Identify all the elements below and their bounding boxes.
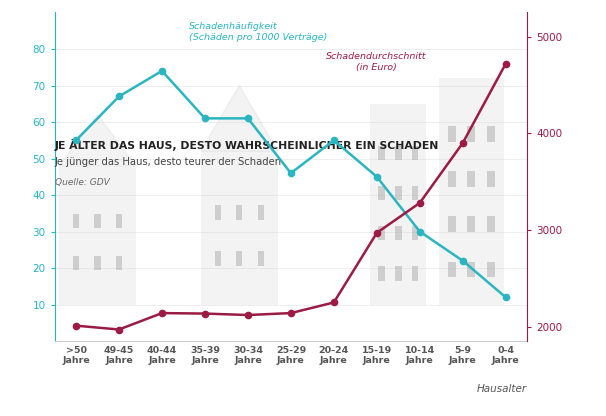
Bar xyxy=(411,186,418,200)
Bar xyxy=(378,266,385,280)
Polygon shape xyxy=(59,115,136,166)
Bar xyxy=(215,205,221,220)
Bar xyxy=(258,251,264,266)
Bar xyxy=(487,171,494,187)
Bar xyxy=(395,226,402,240)
Bar xyxy=(439,78,504,305)
Bar xyxy=(236,205,242,220)
Bar xyxy=(467,171,475,187)
Bar xyxy=(395,146,402,160)
Text: Hausalter: Hausalter xyxy=(477,384,527,394)
Bar xyxy=(467,126,475,141)
Bar xyxy=(258,205,264,220)
Bar xyxy=(448,216,456,232)
Bar xyxy=(116,256,122,270)
Text: Quelle: GDV: Quelle: GDV xyxy=(55,178,109,187)
Bar xyxy=(448,126,456,141)
Bar xyxy=(411,146,418,160)
Text: JE ÄLTER DAS HAUS, DESTO WAHRSCHEINLICHER EIN SCHADEN: JE ÄLTER DAS HAUS, DESTO WAHRSCHEINLICHE… xyxy=(55,139,439,151)
Bar xyxy=(378,186,385,200)
Text: Schadendurchschnitt
(in Euro): Schadendurchschnitt (in Euro) xyxy=(325,52,426,72)
Bar xyxy=(487,216,494,232)
Bar xyxy=(378,226,385,240)
Bar xyxy=(487,126,494,141)
Bar xyxy=(201,151,278,305)
Bar xyxy=(59,166,136,305)
Bar xyxy=(448,171,456,187)
Bar xyxy=(411,226,418,240)
Bar xyxy=(448,262,456,277)
Bar xyxy=(95,256,101,270)
Bar xyxy=(116,214,122,228)
Bar xyxy=(467,262,475,277)
Bar xyxy=(215,251,221,266)
Bar xyxy=(95,214,101,228)
Bar xyxy=(395,266,402,280)
Bar xyxy=(487,262,494,277)
Bar xyxy=(73,214,79,228)
Bar xyxy=(395,186,402,200)
Polygon shape xyxy=(201,86,278,151)
Bar xyxy=(236,251,242,266)
Bar xyxy=(73,256,79,270)
Bar xyxy=(467,216,475,232)
Bar xyxy=(411,266,418,280)
Bar xyxy=(378,146,385,160)
Bar xyxy=(370,104,426,305)
Text: Je jünger das Haus, desto teurer der Schaden: Je jünger das Haus, desto teurer der Sch… xyxy=(55,157,282,167)
Text: Schadenhäufigkeit
(Schäden pro 1000 Verträge): Schadenhäufigkeit (Schäden pro 1000 Vert… xyxy=(189,22,328,42)
